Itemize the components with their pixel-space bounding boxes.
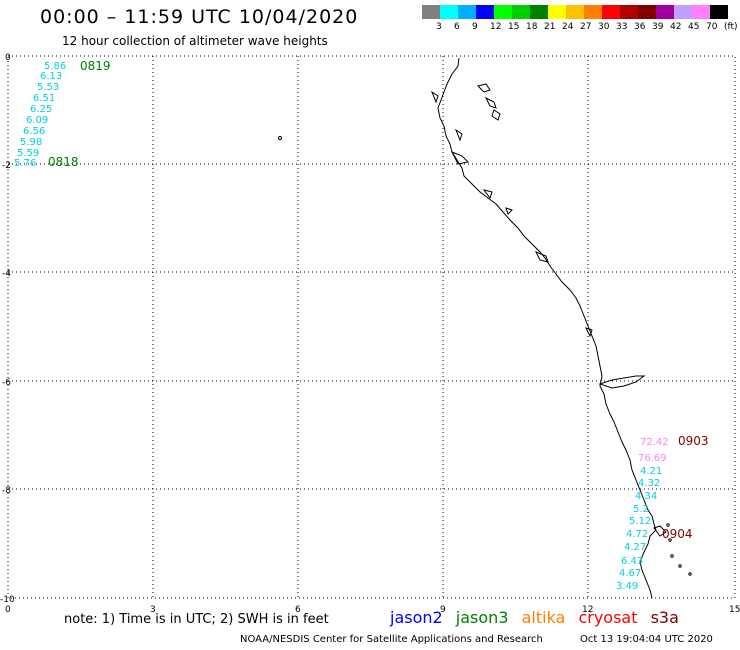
swh-reading: 5.76 bbox=[14, 158, 36, 169]
swh-reading: 6.43 bbox=[621, 556, 643, 567]
x-tick-15: 15 bbox=[729, 605, 740, 615]
track-label-0904: 0904 bbox=[662, 527, 693, 541]
map-title: 00:00 – 11:59 UTC 10/04/2020 bbox=[40, 6, 359, 28]
legend-swatch bbox=[440, 5, 458, 19]
legend-swatch bbox=[476, 5, 494, 19]
coastline bbox=[278, 57, 692, 599]
track-0819-values: 5.86 6.13 5.53 6.51 6.25 6.09 6.56 5.98 … bbox=[14, 61, 66, 169]
legend-label: 70 bbox=[706, 22, 718, 32]
y-tick-2: -2 bbox=[2, 161, 11, 171]
legend-label: 6 bbox=[454, 22, 460, 32]
satellite-name: jason2 bbox=[390, 608, 443, 627]
legend-label: 27 bbox=[580, 22, 592, 32]
legend-label: 9 bbox=[472, 22, 478, 32]
swh-reading: 5.59 bbox=[17, 148, 39, 159]
swh-reading: 4.32 bbox=[638, 478, 660, 489]
legend-label: (ft) bbox=[724, 22, 738, 32]
x-tick-3: 3 bbox=[150, 605, 156, 615]
legend-label: 36 bbox=[634, 22, 646, 32]
y-tick-6: -6 bbox=[2, 378, 11, 388]
generation-timestamp: Oct 13 19:04:04 UTC 2020 bbox=[580, 634, 713, 645]
swh-reading: 5.98 bbox=[20, 137, 42, 148]
units-note: note: 1) Time is in UTC; 2) SWH is in fe… bbox=[64, 612, 329, 627]
track-label-0903: 0903 bbox=[678, 434, 709, 448]
swh-reading: 3.49 bbox=[616, 581, 638, 592]
satellite-name: cryosat bbox=[578, 608, 638, 627]
swh-reading: 6.56 bbox=[23, 126, 45, 137]
swh-reading: 6.51 bbox=[33, 93, 55, 104]
y-tick-0: 0 bbox=[5, 53, 11, 63]
grid-lines bbox=[8, 56, 735, 598]
swh-reading: 4.72 bbox=[626, 529, 648, 540]
legend-swatch bbox=[566, 5, 584, 19]
swh-reading: 5.53 bbox=[37, 82, 59, 93]
legend-label: 45 bbox=[688, 22, 700, 32]
legend-label: 12 bbox=[490, 22, 502, 32]
y-tick-10: -10 bbox=[0, 595, 15, 605]
legend-swatch bbox=[692, 5, 710, 19]
legend-swatch bbox=[710, 5, 728, 19]
map-frame bbox=[7, 55, 736, 599]
swh-reading: 5.12 bbox=[629, 516, 651, 527]
legend-label: 30 bbox=[598, 22, 610, 32]
legend-swatch bbox=[494, 5, 512, 19]
legend-swatch bbox=[458, 5, 476, 19]
legend-swatch bbox=[602, 5, 620, 19]
legend-label: 21 bbox=[544, 22, 556, 32]
legend-label: 42 bbox=[670, 22, 682, 32]
x-tick-0: 0 bbox=[5, 605, 11, 615]
swh-reading: 4.34 bbox=[635, 491, 657, 502]
legend-label: 33 bbox=[616, 22, 628, 32]
y-tick-8: -8 bbox=[2, 486, 11, 496]
x-tick-12: 12 bbox=[582, 605, 593, 615]
legend-swatch bbox=[530, 5, 548, 19]
track-label-0819: 0819 bbox=[80, 59, 111, 73]
legend-label: 3 bbox=[436, 22, 442, 32]
x-tick-6: 6 bbox=[295, 605, 301, 615]
track-0903-values: 72.42 76.69 4.21 4.32 4.34 5.2 5.12 4.72… bbox=[616, 437, 669, 592]
legend-label: 15 bbox=[508, 22, 520, 32]
axis-tick-labels: 0 3 6 9 12 15 0 -2 -4 -6 -8 -10 bbox=[0, 53, 740, 615]
y-tick-4: -4 bbox=[2, 269, 11, 279]
legend-swatch bbox=[620, 5, 638, 19]
color-legend: 3 6 9 12 15 18 21 24 27 30 33 36 39 42 45 70 (ft) bbox=[422, 5, 740, 39]
swh-reading: 72.42 bbox=[640, 437, 669, 448]
legend-label: 24 bbox=[562, 22, 574, 32]
swh-reading: 4.27 bbox=[624, 542, 646, 553]
legend-swatch bbox=[422, 5, 440, 19]
swh-reading: 6.25 bbox=[30, 104, 52, 115]
swh-reading: 4.21 bbox=[640, 466, 662, 477]
legend-swatch bbox=[674, 5, 692, 19]
swh-reading: 5.2 bbox=[633, 504, 649, 515]
swh-reading: 4.67 bbox=[619, 568, 641, 579]
legend-label: 18 bbox=[526, 22, 538, 32]
x-tick-9: 9 bbox=[440, 605, 446, 615]
legend-swatch bbox=[584, 5, 602, 19]
legend-swatch bbox=[548, 5, 566, 19]
legend-swatch bbox=[512, 5, 530, 19]
swh-reading: 76.69 bbox=[638, 453, 667, 464]
swh-reading: 5.86 bbox=[44, 61, 66, 72]
swh-reading: 6.09 bbox=[26, 115, 48, 126]
legend-labels: 3 6 9 12 15 18 21 24 27 30 33 36 39 42 45 70 (ft) bbox=[422, 22, 740, 34]
satellite-name: s3a bbox=[650, 608, 679, 627]
legend-swatch bbox=[656, 5, 674, 19]
track-label-0818: 0818 bbox=[48, 155, 79, 169]
map-subtitle: 12 hour collection of altimeter wave hei… bbox=[62, 34, 328, 48]
satellite-name: jason3 bbox=[455, 608, 509, 627]
legend-swatches bbox=[422, 5, 728, 19]
credit-line: NOAA/NESDIS Center for Satellite Applica… bbox=[240, 634, 543, 645]
satellite-name: altika bbox=[521, 608, 566, 627]
legend-label: 39 bbox=[652, 22, 664, 32]
legend-swatch bbox=[638, 5, 656, 19]
swh-reading: 6.13 bbox=[40, 71, 62, 82]
satellite-key: jason2 jason3 altika cryosat s3a bbox=[390, 608, 687, 627]
